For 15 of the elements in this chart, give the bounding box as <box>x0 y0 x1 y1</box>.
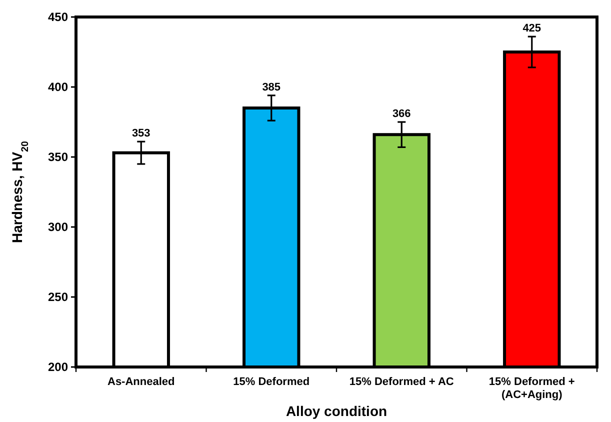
y-tick-label: 400 <box>48 80 68 94</box>
y-tick-label: 250 <box>48 290 68 304</box>
x-tick-label: 15% Deformed <box>233 376 310 388</box>
data-label: 385 <box>262 81 281 94</box>
y-tick-label: 300 <box>48 220 68 234</box>
x-tick-label: 15% Deformed + AC <box>349 376 454 388</box>
y-tick-label: 200 <box>48 360 68 374</box>
y-tick-label: 350 <box>48 150 68 164</box>
data-label: 366 <box>392 108 411 120</box>
x-tick-label: 15% Deformed + (AC+Aging) <box>488 376 575 401</box>
x-tick-label: As-Annealed <box>108 376 175 388</box>
data-label: 425 <box>522 22 542 35</box>
data-label: 353 <box>132 128 150 140</box>
y-tick-label: 450 <box>48 10 68 24</box>
x-axis-title: Alloy condition <box>286 403 388 419</box>
